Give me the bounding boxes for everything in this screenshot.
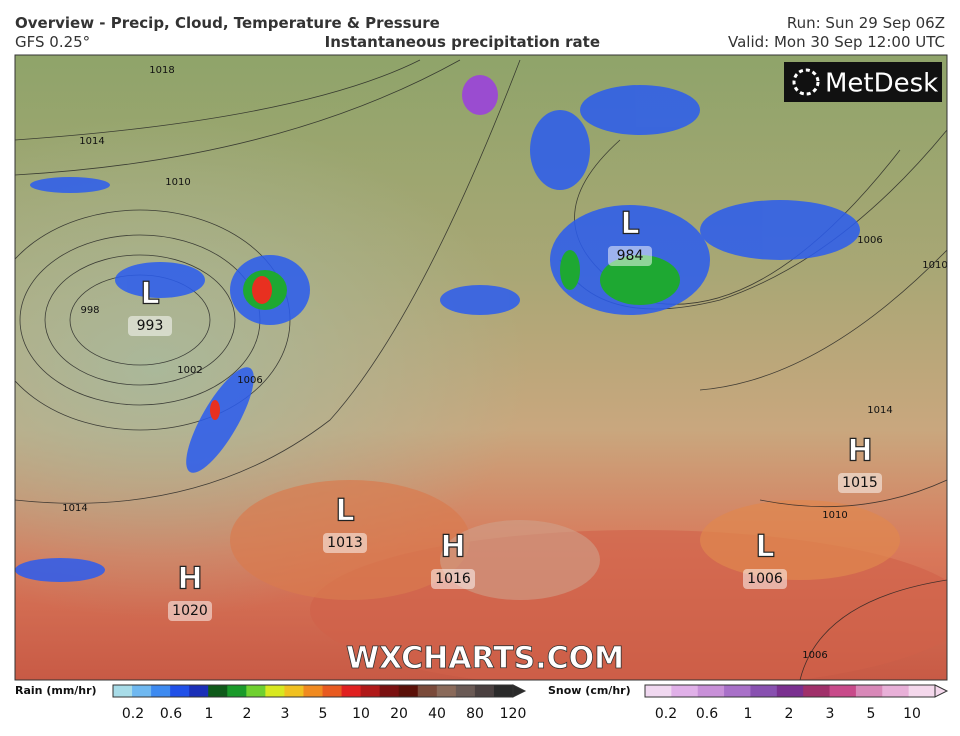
pressure-box	[168, 601, 212, 621]
system-pressure: 1006	[747, 571, 783, 587]
brand: MetDesk	[825, 69, 938, 99]
colorbar-arrow	[512, 684, 527, 698]
colorbar-tick-label: 20	[390, 706, 408, 722]
system-pressure: 1013	[327, 535, 363, 551]
valid: Valid: Mon 30 Sep 12:00 UTC	[728, 33, 945, 51]
colorbar-tick-label: 0.6	[696, 706, 718, 722]
colorbar-swatch	[750, 685, 778, 697]
system-pressure: 1016	[435, 571, 471, 587]
colorbar-swatch	[855, 685, 883, 697]
isobar-label: 1010	[922, 260, 947, 271]
colorbar-swatch	[379, 685, 400, 697]
watermark: WXCHARTS.COM	[346, 641, 624, 676]
pressure-box	[608, 246, 652, 266]
colorbar-swatch	[776, 685, 804, 697]
system-symbol: H	[440, 530, 465, 565]
colorbar-swatch	[284, 685, 304, 697]
colorbar-swatch	[671, 685, 699, 697]
system-symbol: H	[847, 434, 872, 469]
colorbar-tick-label: 0.2	[122, 706, 144, 722]
colorbar-swatch	[246, 685, 266, 697]
colorbar-swatch	[829, 685, 857, 697]
colorbar-swatch	[455, 685, 476, 697]
colorbar-tick-label: 120	[500, 706, 527, 722]
colorbar-tick-label: 3	[826, 706, 835, 722]
system-symbol: L	[755, 530, 774, 565]
colorbar-swatch	[113, 685, 133, 697]
model: GFS 0.25°	[15, 33, 90, 51]
system-pressure: 1020	[172, 603, 208, 619]
colorbar-tick-label: 40	[428, 706, 446, 722]
colorbar-tick-label: 0.6	[160, 706, 182, 722]
colorbar-swatch	[474, 685, 495, 697]
isobar-label: 1010	[822, 510, 847, 521]
system-symbol: L	[140, 277, 159, 312]
title: Overview - Precip, Cloud, Temperature & …	[15, 14, 440, 32]
system-symbol: L	[335, 494, 354, 529]
colorbar-tick-label: 10	[903, 706, 921, 722]
system-pressure: 993	[137, 318, 164, 334]
colorbar-swatch	[417, 685, 438, 697]
system-symbol: L	[620, 207, 639, 242]
colorbar-swatch	[882, 685, 910, 697]
colorbar-tick-label: 5	[319, 706, 328, 722]
colorbar-tick-label: 2	[243, 706, 252, 722]
isobar-label: 1002	[177, 365, 202, 376]
colorbar-swatch	[360, 685, 381, 697]
colorbar-swatch	[170, 685, 190, 697]
colorbar-swatch	[322, 685, 343, 697]
pressure-box	[431, 569, 475, 589]
colorbar-swatch	[645, 685, 672, 697]
colorbar-tick-label: 5	[867, 706, 876, 722]
colorbar-arrow	[934, 684, 949, 698]
isobar-label: 1018	[149, 65, 174, 76]
colorbar-swatch	[189, 685, 209, 697]
colorbar-swatch	[227, 685, 247, 697]
system-pressure: 1015	[842, 475, 878, 491]
colorbar-tick-label: 80	[466, 706, 484, 722]
map: WXCHARTS.COM MetDesk L 993 L 984 H 1015 L 1013 H…	[15, 55, 947, 680]
pressure-box	[838, 473, 882, 493]
pressure-box	[128, 316, 172, 336]
isobar-label: 1014	[79, 136, 104, 147]
map-frame	[14, 54, 948, 681]
colorbar-swatch	[132, 685, 152, 697]
colorbar-swatch	[398, 685, 419, 697]
colorbar-swatch	[341, 685, 362, 697]
colorbar-tick-label: 1	[744, 706, 753, 722]
isobar-label: 1014	[62, 503, 87, 514]
colorbar-swatch	[303, 685, 324, 697]
isobar-label: 998	[80, 305, 99, 316]
colorbar-swatch	[724, 685, 751, 697]
colorbar-tick-label: 1	[205, 706, 214, 722]
isobar-label: 1006	[237, 375, 262, 386]
colorbar-swatch	[151, 685, 171, 697]
snow-label: Snow (cm/hr)	[548, 684, 631, 697]
isobar-label: 1010	[165, 177, 190, 188]
colorbar-frame	[112, 684, 514, 698]
isobar-label: 1006	[857, 235, 882, 246]
colorbar-tick-label: 0.2	[655, 706, 677, 722]
colorbar-swatch	[908, 685, 936, 697]
system-pressure: 984	[617, 248, 644, 264]
colorbar-swatch	[493, 685, 514, 697]
isobar-label: 1014	[867, 405, 892, 416]
isobar-label: 1006	[802, 650, 827, 661]
colorbar-swatch	[436, 685, 457, 697]
pressure-box	[323, 533, 367, 553]
pressure-box	[743, 569, 787, 589]
colorbar-swatch	[265, 685, 285, 697]
colorbar-tick-label: 2	[785, 706, 794, 722]
subtitle: Instantaneous precipitation rate	[325, 33, 600, 51]
system-symbol: H	[177, 562, 202, 597]
colorbar-swatch	[208, 685, 228, 697]
colorbar-swatch	[803, 685, 831, 697]
colorbar-tick-label: 10	[352, 706, 370, 722]
rain-label: Rain (mm/hr)	[15, 684, 97, 697]
colorbar-swatch	[697, 685, 725, 697]
run: Run: Sun 29 Sep 06Z	[787, 14, 945, 32]
colorbar-tick-label: 3	[281, 706, 290, 722]
colorbar-frame	[644, 684, 936, 698]
